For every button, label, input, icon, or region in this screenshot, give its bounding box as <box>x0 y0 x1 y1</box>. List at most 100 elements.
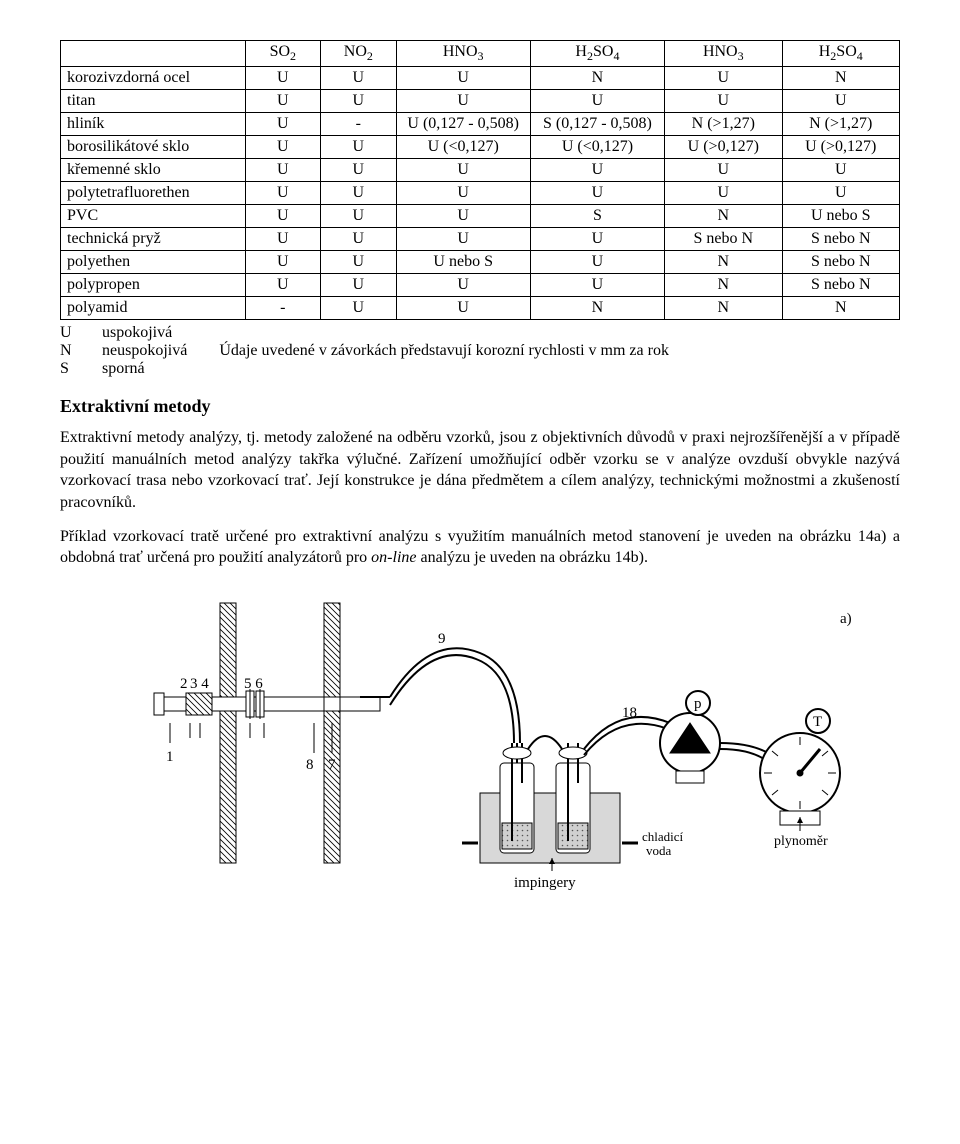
table-row: polyethenUUU nebo SUNS nebo N <box>61 251 900 274</box>
cell: U <box>782 90 900 113</box>
figure-14a: a) p T 1 2 3 4 5 6 7 8 9 18 impingery ch… <box>60 593 900 893</box>
label-a: a) <box>840 611 852 627</box>
label-impingery: impingery <box>514 875 576 891</box>
legend-note: Údaje uvedené v závorkách představují ko… <box>219 324 900 378</box>
row-label: polypropen <box>61 274 246 297</box>
impinger-2 <box>556 743 590 853</box>
para2-post: analýzu je uveden na obrázku 14b). <box>417 549 648 566</box>
table-row: polypropenUUUUNS nebo N <box>61 274 900 297</box>
label-chladici: chladicí <box>642 829 684 844</box>
table-row: křemenné skloUUUUUU <box>61 159 900 182</box>
cell: U <box>321 90 397 113</box>
col-no2: NO2 <box>321 41 397 67</box>
cell: U (0,127 - 0,508) <box>396 113 530 136</box>
legend-text-s: sporná <box>102 360 187 378</box>
cell: U <box>396 274 530 297</box>
row-label: borosilikátové sklo <box>61 136 246 159</box>
table-body: korozivzdorná ocelUUUNUNtitanUUUUUUhliní… <box>61 67 900 320</box>
legend-sym-n: N <box>60 342 78 360</box>
cell: U <box>530 159 664 182</box>
section-title: Extraktivní metody <box>60 396 900 417</box>
cell: U <box>530 182 664 205</box>
cell: U <box>245 251 321 274</box>
table-row: korozivzdorná ocelUUUNUN <box>61 67 900 90</box>
cell: U <box>245 228 321 251</box>
table-row: titanUUUUUU <box>61 90 900 113</box>
cell: U <box>665 67 782 90</box>
cell: U <box>321 251 397 274</box>
legend-text-n: neuspokojivá <box>102 342 187 360</box>
cell: U <box>245 205 321 228</box>
cell: U <box>321 228 397 251</box>
cell: U <box>530 90 664 113</box>
cell: U <box>396 159 530 182</box>
cell: U <box>245 113 321 136</box>
paragraph-2: Příklad vzorkovací tratě určené pro extr… <box>60 526 900 569</box>
cell: U <box>396 90 530 113</box>
para2-em: on-line <box>371 549 416 566</box>
cell: U <box>782 159 900 182</box>
label-8: 8 <box>306 757 314 773</box>
label-7: 7 <box>328 757 336 773</box>
cell: U (>0,127) <box>782 136 900 159</box>
cell: N (>1,27) <box>665 113 782 136</box>
cell: N <box>665 205 782 228</box>
cell: N <box>782 297 900 320</box>
table-row: technická pryžUUUUS nebo NS nebo N <box>61 228 900 251</box>
cell: S nebo N <box>782 251 900 274</box>
table-row: hliníkU-U (0,127 - 0,508)S (0,127 - 0,50… <box>61 113 900 136</box>
cell: U <box>665 159 782 182</box>
cell: U <box>321 274 397 297</box>
label-9: 9 <box>438 631 446 647</box>
cell: N <box>530 67 664 90</box>
cell: U nebo S <box>782 205 900 228</box>
row-label: polytetrafluorethen <box>61 182 246 205</box>
legend: U uspokojivá N neuspokojivá S sporná Úda… <box>60 324 900 378</box>
label-1: 1 <box>166 749 174 765</box>
col-h2so4-a: H2SO4 <box>530 41 664 67</box>
cell: U nebo S <box>396 251 530 274</box>
cell: U <box>396 228 530 251</box>
row-label: polyamid <box>61 297 246 320</box>
cell: N (>1,27) <box>782 113 900 136</box>
impinger-1 <box>500 743 534 853</box>
cell: N <box>782 67 900 90</box>
cell: S nebo N <box>665 228 782 251</box>
cell: U <box>665 90 782 113</box>
col-so2: SO2 <box>245 41 321 67</box>
label-p: p <box>694 696 702 712</box>
row-label: hliník <box>61 113 246 136</box>
pump-icon <box>660 691 720 783</box>
corrosion-table: SO2 NO2 HNO3 H2SO4 HNO3 H2SO4 korozivzdo… <box>60 40 900 320</box>
label-T: T <box>813 714 822 730</box>
cell: U <box>782 182 900 205</box>
cell: U <box>530 228 664 251</box>
col-hno3-a: HNO3 <box>396 41 530 67</box>
cell: U (<0,127) <box>530 136 664 159</box>
row-label: titan <box>61 90 246 113</box>
table-header-row: SO2 NO2 HNO3 H2SO4 HNO3 H2SO4 <box>61 41 900 67</box>
cell: U <box>245 136 321 159</box>
cell: U (>0,127) <box>665 136 782 159</box>
label-56: 5 6 <box>244 676 263 692</box>
sampling-train-diagram: a) p T 1 2 3 4 5 6 7 8 9 18 impingery ch… <box>100 593 860 893</box>
table-row: polytetrafluorethenUUUUUU <box>61 182 900 205</box>
table-row: PVCUUUSNU nebo S <box>61 205 900 228</box>
legend-symbols: U uspokojivá N neuspokojivá S sporná <box>60 324 187 378</box>
table-row: polyamid-UUNNN <box>61 297 900 320</box>
cell: U <box>530 251 664 274</box>
col-h2so4-b: H2SO4 <box>782 41 900 67</box>
cell: U <box>245 67 321 90</box>
label-voda: voda <box>646 843 672 858</box>
cell: - <box>245 297 321 320</box>
cell: U <box>245 159 321 182</box>
cell: S nebo N <box>782 228 900 251</box>
cell: U <box>321 159 397 182</box>
row-label: korozivzdorná ocel <box>61 67 246 90</box>
cell: U <box>396 297 530 320</box>
cell: U <box>530 274 664 297</box>
col-hno3-b: HNO3 <box>665 41 782 67</box>
cell: U <box>321 205 397 228</box>
label-2: 2 <box>180 676 188 692</box>
cell: N <box>665 274 782 297</box>
